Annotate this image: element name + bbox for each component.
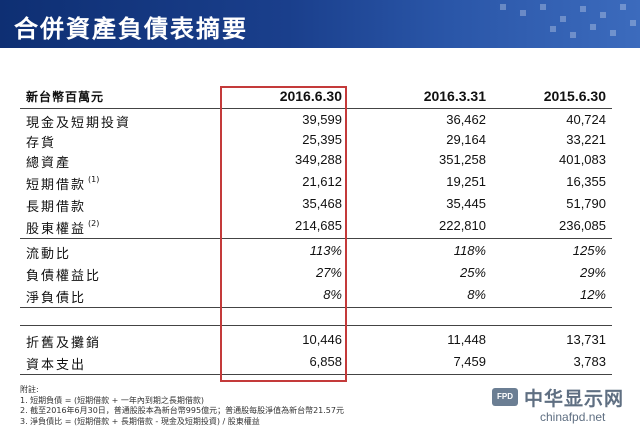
decorative-pattern [480, 0, 640, 48]
footnote: 3. 淨負債比 = (短期借款 + 長期借款 - 現金及短期投資) / 股東權益 [20, 416, 260, 426]
row-label: 現金及短期投資 [26, 116, 132, 131]
value-cell: 349,288 [295, 152, 342, 167]
column-header: 2016.3.31 [423, 88, 486, 104]
row-label: 存貨 [26, 136, 57, 151]
notes-heading: 附註: [20, 385, 39, 394]
value-cell: 8% [467, 287, 486, 302]
table-row: 折舊及攤銷 10,446 11,448 13,731 [20, 330, 612, 351]
title-bar: 合併資產負債表摘要 [0, 0, 640, 48]
section-divider [20, 325, 612, 326]
footnote-marker: (2) [88, 218, 100, 228]
footnote: 1. 短期負債 = (短期借款 + 一年內到期之長期借款) [20, 395, 204, 405]
value-cell: 6,858 [309, 354, 342, 369]
row-label: 股東權益 (2) [26, 218, 100, 237]
footnote: 2. 截至2016年6月30日，普通股股本為新台幣995億元；普通股每股淨值為新… [20, 406, 344, 415]
value-cell: 13,731 [566, 332, 606, 347]
value-cell: 35,445 [446, 196, 486, 211]
column-header: 2015.6.30 [543, 88, 606, 104]
table-header-row: 新台幣百萬元 2016.6.30 2016.3.31 2015.6.30 [20, 86, 612, 106]
value-cell: 25,395 [302, 132, 342, 147]
table-row: 現金及短期投資 39,599 36,462 40,724 [20, 110, 612, 131]
watermark-text: 中华显示网 [524, 388, 625, 410]
table-row: 長期借款 35,468 35,445 51,790 [20, 194, 612, 215]
header-divider [20, 108, 612, 109]
value-cell: 51,790 [566, 196, 606, 211]
footnote-marker: (1) [88, 174, 100, 184]
table-row: 資本支出 6,858 7,459 3,783 [20, 352, 612, 373]
value-cell: 35,468 [302, 196, 342, 211]
page-title: 合併資產負債表摘要 [14, 15, 248, 43]
column-header: 2016.6.30 [279, 88, 342, 104]
watermark-logo-icon: FPD [492, 388, 518, 406]
value-cell: 8% [323, 287, 342, 302]
value-cell: 33,221 [566, 132, 606, 147]
value-cell: 236,085 [559, 218, 606, 233]
value-cell: 39,599 [302, 112, 342, 127]
row-label: 折舊及攤銷 [26, 336, 102, 351]
row-label: 負債權益比 [26, 269, 102, 284]
value-cell: 3,783 [573, 354, 606, 369]
table-row: 流動比 113% 118% 125% [20, 241, 612, 262]
value-cell: 29% [579, 265, 606, 280]
table-row: 存貨 25,395 29,164 33,221 [20, 130, 612, 151]
value-cell: 118% [453, 243, 486, 258]
value-cell: 21,612 [302, 174, 342, 189]
value-cell: 214,685 [295, 218, 342, 233]
value-cell: 113% [309, 243, 342, 258]
value-cell: 29,164 [446, 132, 486, 147]
row-label: 淨負債比 [26, 291, 87, 306]
table-row: 總資產 349,288 351,258 401,083 [20, 150, 612, 171]
value-cell: 12% [579, 287, 606, 302]
table-row: 淨負債比 8% 8% 12% [20, 285, 612, 306]
value-cell: 40,724 [566, 112, 606, 127]
value-cell: 125% [572, 243, 606, 258]
value-cell: 16,355 [566, 174, 606, 189]
value-cell: 36,462 [446, 112, 486, 127]
row-label: 總資產 [26, 156, 72, 171]
value-cell: 351,258 [439, 152, 486, 167]
value-cell: 19,251 [446, 174, 486, 189]
section-divider [20, 307, 612, 308]
watermark-url: chinafpd.net [540, 410, 606, 424]
table-bottom-border [20, 374, 612, 375]
value-cell: 27% [315, 265, 342, 280]
value-cell: 10,446 [302, 332, 342, 347]
section-divider [20, 238, 612, 239]
value-cell: 401,083 [559, 152, 606, 167]
table-row: 負債權益比 27% 25% 29% [20, 263, 612, 284]
table-row: 股東權益 (2) 214,685 222,810 236,085 [20, 216, 612, 237]
watermark: FPD 中华显示网 chinafpd.net [470, 380, 640, 435]
footnotes: 附註: 1. 短期負債 = (短期借款 + 一年內到期之長期借款) 2. 截至2… [20, 385, 490, 427]
value-cell: 7,459 [453, 354, 486, 369]
row-label: 流動比 [26, 247, 72, 262]
value-cell: 222,810 [439, 218, 486, 233]
highlight-box [220, 86, 347, 382]
row-label: 短期借款 (1) [26, 174, 100, 193]
table-row: 短期借款 (1) 21,612 19,251 16,355 [20, 172, 612, 193]
row-label: 長期借款 [26, 200, 87, 215]
value-cell: 25% [459, 265, 486, 280]
unit-label: 新台幣百萬元 [26, 90, 105, 104]
row-label: 資本支出 [26, 358, 87, 373]
value-cell: 11,448 [447, 332, 486, 347]
